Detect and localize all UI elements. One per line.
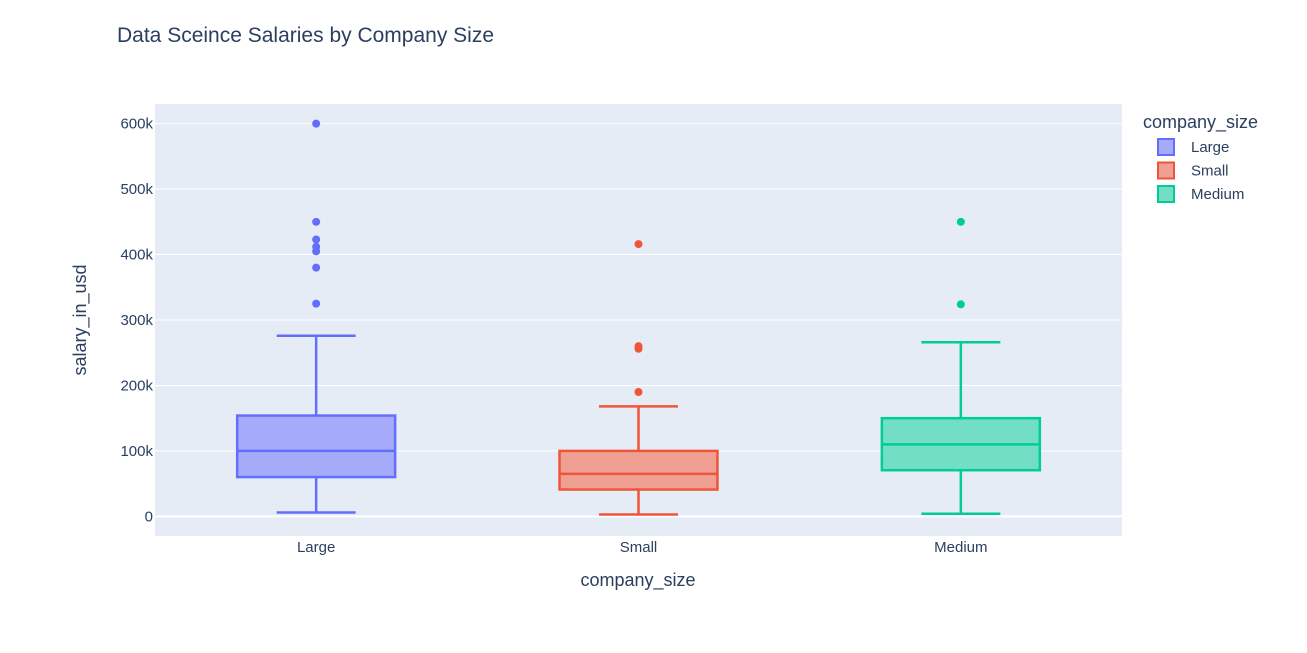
legend: company_size Large Small Medium <box>1143 112 1258 203</box>
outlier-point <box>634 240 643 249</box>
outlier-point <box>956 217 965 226</box>
outlier-point <box>312 217 321 226</box>
legend-label: Large <box>1191 139 1229 156</box>
legend-label: Medium <box>1191 186 1244 203</box>
outlier-point <box>634 344 643 353</box>
y-tick-label: 0 <box>145 508 153 525</box>
box-series <box>235 119 1042 516</box>
y-axis-ticks: 0 100k 200k 300k 400k 500k 600k <box>120 116 153 526</box>
legend-title: company_size <box>1143 112 1258 133</box>
outlier-point <box>634 388 643 396</box>
y-tick-label: 300k <box>120 312 153 329</box>
legend-item-large[interactable]: Large <box>1157 138 1229 156</box>
x-tick-label: Large <box>297 539 335 556</box>
legend-swatch <box>1157 161 1175 180</box>
x-tick-label: Medium <box>934 539 987 556</box>
legend-label: Small <box>1191 163 1229 180</box>
outlier-point <box>312 119 321 128</box>
y-tick-label: 500k <box>120 181 153 198</box>
iqr-box <box>235 414 397 479</box>
outlier-point <box>312 299 321 308</box>
y-axis-title: salary_in_usd <box>70 264 91 375</box>
y-tick-label: 100k <box>120 443 153 460</box>
y-tick-label: 600k <box>120 116 153 133</box>
outlier-point <box>956 300 965 309</box>
outlier-point <box>312 263 321 272</box>
legend-item-medium[interactable]: Medium <box>1157 185 1244 203</box>
box-medium <box>880 217 1042 515</box>
x-axis-ticks: Large Small Medium <box>297 539 988 556</box>
outlier-point <box>312 235 321 244</box>
legend-swatch <box>1157 138 1175 156</box>
iqr-box <box>558 449 719 491</box>
box-large <box>235 119 397 514</box>
x-tick-label: Small <box>620 539 658 556</box>
legend-item-small[interactable]: Small <box>1157 161 1229 180</box>
y-tick-label: 400k <box>120 247 153 264</box>
x-axis-title: company_size <box>580 570 695 591</box>
chart-title: Data Sceince Salaries by Company Size <box>117 24 494 47</box>
y-tick-label: 200k <box>120 377 153 394</box>
legend-swatch <box>1157 185 1175 203</box>
outlier-point <box>312 247 321 256</box>
box-small <box>558 240 719 516</box>
